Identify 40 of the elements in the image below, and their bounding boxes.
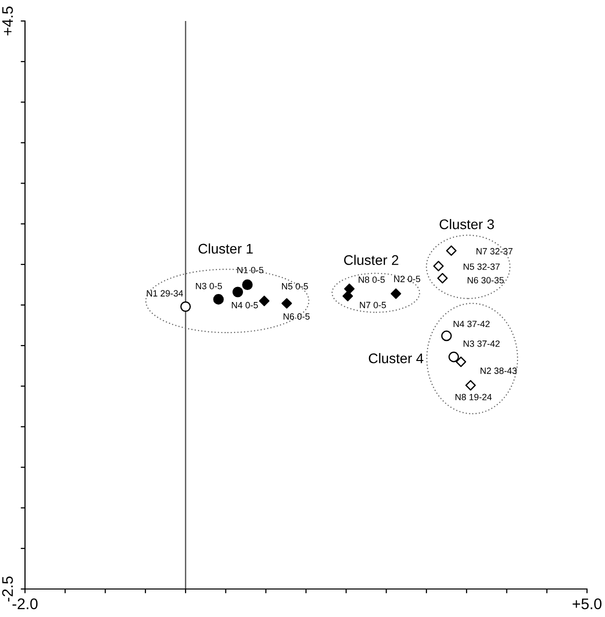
annotation: Cluster 3 xyxy=(440,219,494,230)
point xyxy=(213,294,224,305)
annotation: N4 37-42 xyxy=(454,320,490,328)
annotation: N3 0-5 xyxy=(196,282,222,290)
point xyxy=(259,296,270,306)
point xyxy=(448,352,460,362)
point xyxy=(441,330,452,342)
point xyxy=(344,284,355,294)
annotation: N7 32-37 xyxy=(476,248,512,254)
annotation: N1 29-34 xyxy=(146,290,184,297)
point xyxy=(242,279,253,290)
x-tick-label: +5.0 xyxy=(572,598,602,610)
point xyxy=(437,272,448,284)
point xyxy=(390,288,402,299)
point xyxy=(465,380,476,391)
point xyxy=(282,298,292,309)
annotation: Cluster 2 xyxy=(344,254,398,265)
point xyxy=(433,260,444,272)
x-tick-label: -2.0 xyxy=(12,598,38,610)
point xyxy=(180,301,191,312)
annotation: Cluster 1 xyxy=(198,243,253,254)
annotation: N6 0-5 xyxy=(284,313,310,320)
point xyxy=(342,290,353,302)
point xyxy=(232,286,244,298)
y-tick-label: +4.5 xyxy=(2,6,13,36)
annotation: N3 37-42 xyxy=(464,340,500,347)
y-tick-label: -2.5 xyxy=(2,576,13,602)
annotation: N4 0-5 xyxy=(232,302,258,308)
annotation: N5 32-37 xyxy=(464,263,500,270)
point xyxy=(446,245,457,256)
annotation: N7 0-5 xyxy=(360,302,386,308)
annotation: N5 0-5 xyxy=(282,283,308,290)
annotation: N2 0-5 xyxy=(394,276,420,282)
annotation: N2 38-43 xyxy=(480,368,517,374)
annotation: N8 0-5 xyxy=(358,276,385,283)
annotation: N6 30-35 xyxy=(468,277,504,284)
annotation: N8 19-24 xyxy=(456,394,492,400)
annotation: N1 0-5 xyxy=(237,266,264,274)
annotation: Cluster 4 xyxy=(368,353,424,364)
point xyxy=(456,356,466,368)
